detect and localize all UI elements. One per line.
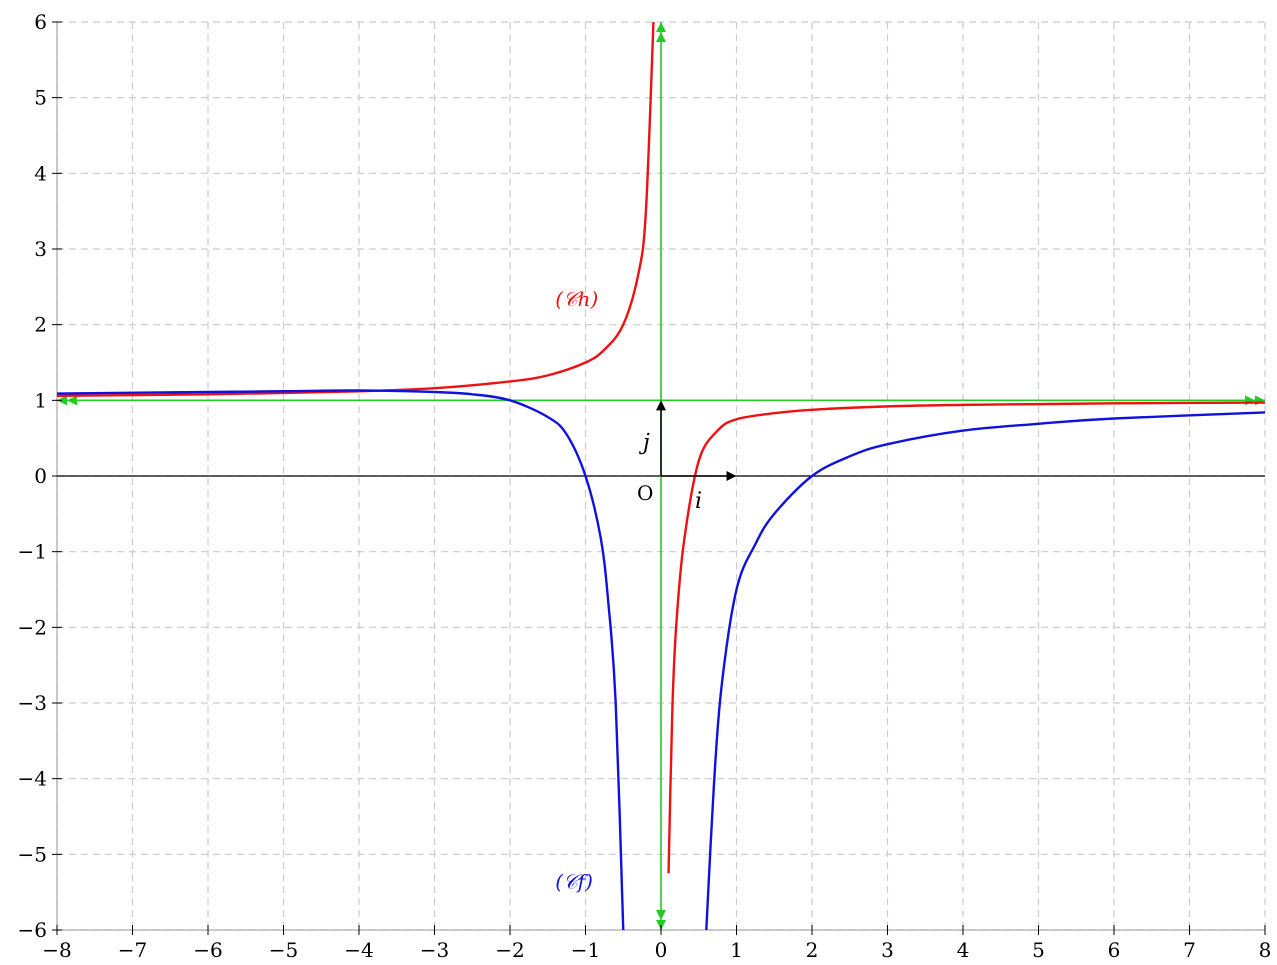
x-tick-label: −8 xyxy=(42,938,71,962)
curves xyxy=(56,21,1266,931)
curve-h-branch xyxy=(56,21,655,397)
asymptote-arrowhead xyxy=(656,22,666,32)
x-tick-label: −5 xyxy=(269,938,298,962)
series-label-h: (𝒞h) xyxy=(555,287,598,311)
x-tick-label: 7 xyxy=(1183,938,1196,962)
curve-f-branch xyxy=(705,411,1266,931)
y-tick-label: 4 xyxy=(34,161,47,185)
vector-j-arrowhead xyxy=(656,400,666,411)
x-tick-label: 3 xyxy=(881,938,894,962)
y-tick-label: −2 xyxy=(18,615,47,639)
y-tick-label: 1 xyxy=(34,388,47,412)
x-tick-label: −3 xyxy=(420,938,449,962)
x-tick-label: 6 xyxy=(1108,938,1121,962)
y-tick-label: 6 xyxy=(34,10,47,34)
origin-label: O xyxy=(637,481,653,505)
y-tick-label: 0 xyxy=(34,464,47,488)
asymptote-arrowhead xyxy=(656,910,666,920)
curve-f-branch xyxy=(56,389,625,931)
asymptote-arrowhead xyxy=(67,395,77,406)
x-tick-label: −1 xyxy=(571,938,600,962)
vector-j-label: j xyxy=(638,431,650,456)
y-tick-label: −6 xyxy=(18,918,47,942)
series-label-f: (𝒞f) xyxy=(555,869,593,893)
y-tick-label: −4 xyxy=(18,767,47,791)
unit-vectors xyxy=(656,400,737,481)
x-tick-label: 5 xyxy=(1032,938,1045,962)
x-tick-label: −7 xyxy=(118,938,147,962)
y-tick-label: −3 xyxy=(18,691,47,715)
curve-h-branch xyxy=(667,401,1266,874)
vector-i-label: i xyxy=(695,489,702,514)
vector-i-arrowhead xyxy=(726,471,737,481)
x-tick-label: 8 xyxy=(1259,938,1272,962)
x-tick-label: −2 xyxy=(495,938,524,962)
x-tick-label: 1 xyxy=(730,938,743,962)
y-tick-label: −1 xyxy=(18,540,47,564)
x-tick-label: 2 xyxy=(806,938,819,962)
tick-labels: −8 −7 −6 −5 −4 −3 −2 −1 0 1 2 3 4 5 6 7 8 −6 −5 −4 −3 −2 −1 0 1 2… xyxy=(18,10,1272,962)
x-tick-label: −6 xyxy=(193,938,222,962)
y-tick-label: −5 xyxy=(18,842,47,866)
x-tick-label: 4 xyxy=(957,938,970,962)
x-tick-label: 0 xyxy=(655,938,668,962)
x-tick-label: −4 xyxy=(344,938,373,962)
y-tick-label: 2 xyxy=(34,313,47,337)
y-tick-label: 3 xyxy=(34,237,47,261)
y-tick-label: 5 xyxy=(34,86,47,110)
asymptote-arrowhead xyxy=(656,32,666,42)
